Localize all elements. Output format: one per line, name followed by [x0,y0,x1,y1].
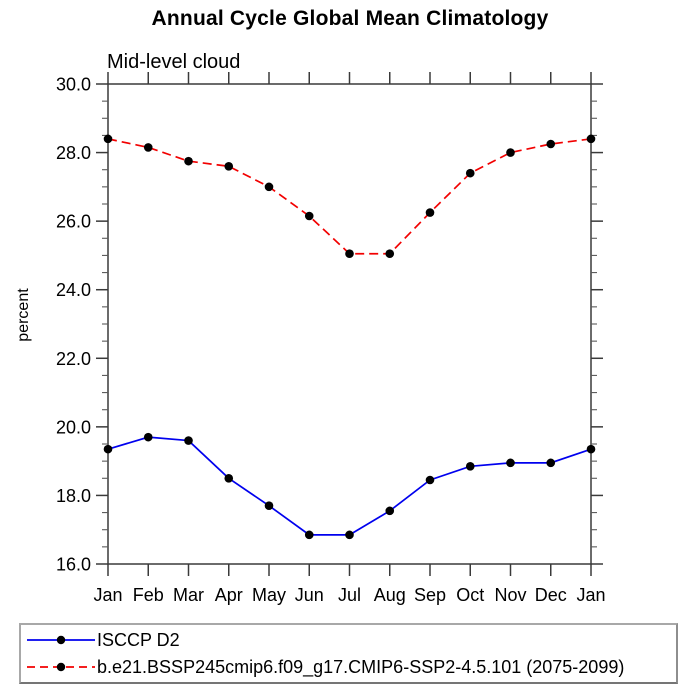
x-tick-label: Apr [215,585,243,605]
x-tick-label: May [252,585,286,605]
data-point-marker [224,473,234,483]
data-point-marker [465,461,475,471]
data-point-marker [506,458,515,468]
data-point-marker [546,458,556,468]
x-tick-label: Jun [295,585,324,605]
data-point-marker [345,530,354,540]
legend-box: ISCCP D2 b.e21.BSSP245cmip6.f09_g17.CMIP… [19,623,678,684]
legend-dashed-line-sample [27,662,95,672]
data-point-marker [103,444,113,454]
x-tick-label: Feb [133,585,164,605]
chart-title: Annual Cycle Global Mean Climatology [151,7,549,30]
data-point-marker [304,211,314,221]
x-tick-label: Mar [173,585,204,605]
data-point-marker [385,249,395,259]
x-tick-label: Jan [93,585,122,605]
y-tick-label: 18.0 [56,486,91,506]
x-tick-label: Jul [338,585,361,605]
data-point-marker [103,134,113,144]
x-tick-label: Aug [374,585,406,605]
data-point-marker [425,475,435,485]
legend-solid-line-sample [27,635,95,645]
series-line-0 [107,436,592,536]
y-tick-label: 16.0 [56,555,91,575]
data-point-marker [224,161,234,171]
data-point-marker [345,249,354,259]
y-tick-label: 30.0 [56,75,91,95]
y-tick-label: 20.0 [56,417,91,437]
x-tick-label: Nov [494,585,526,605]
data-point-marker [264,182,274,192]
y-tick-label: 28.0 [56,143,91,163]
x-tick-label: Oct [456,585,484,605]
y-tick-label: 22.0 [56,349,91,369]
legend-sample-marker [56,635,66,645]
x-tick-label: Dec [535,585,567,605]
data-point-marker [304,530,314,540]
legend-label-observation: ISCCP D2 [97,629,180,650]
legend-sample-marker [56,662,66,672]
data-point-marker [385,506,395,516]
chart-subtitle: Mid-level cloud [107,51,241,73]
legend-item-model: b.e21.BSSP245cmip6.f09_g17.CMIP6-SSP2-4.… [21,654,676,681]
data-point-marker [264,501,274,511]
data-point-marker [465,168,475,178]
data-point-marker [143,143,153,152]
x-tick-label: Jan [576,585,605,605]
legend-label-model: b.e21.BSSP245cmip6.f09_g17.CMIP6-SSP2-4.… [97,656,625,677]
y-tick-label: 24.0 [56,280,91,300]
data-point-marker [184,436,193,445]
data-point-marker [586,134,596,144]
data-point-marker [586,444,596,454]
y-tick-label: 26.0 [56,212,91,232]
series-line-1 [107,138,592,255]
x-tick-label: Sep [414,585,446,605]
legend-item-observation: ISCCP D2 [21,627,676,654]
data-point-marker [546,139,556,149]
data-point-marker [184,156,193,166]
data-point-marker [425,208,435,217]
data-point-marker [143,432,153,442]
data-point-marker [506,148,515,157]
axis-frame [107,83,592,565]
